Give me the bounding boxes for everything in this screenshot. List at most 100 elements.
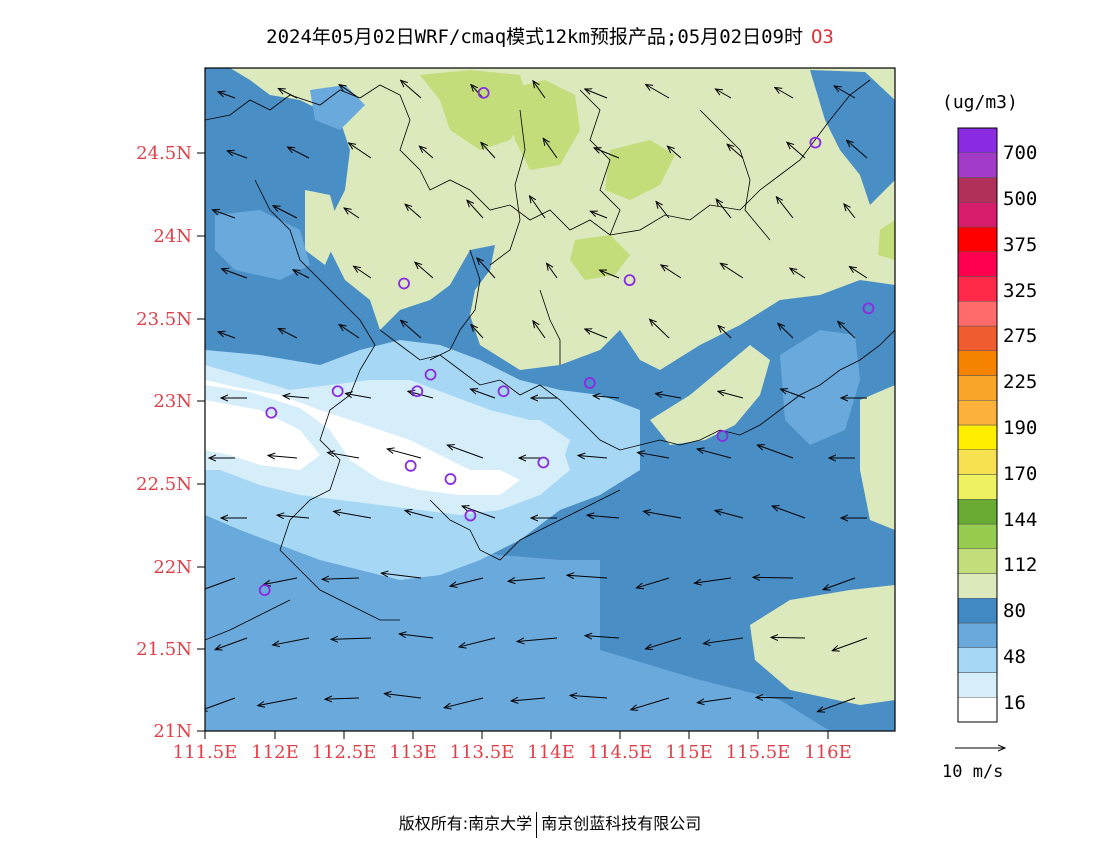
lat-label: 23N <box>153 391 192 412</box>
wind-vector <box>339 325 360 339</box>
wind-vector <box>778 323 794 339</box>
colorbar-bin <box>957 499 998 525</box>
colorbar-label: 225 <box>1003 371 1037 393</box>
colorbar-bin <box>957 573 998 599</box>
lon-label: 112E <box>251 742 299 763</box>
wind-vector <box>547 263 558 279</box>
wind-vector <box>838 321 856 339</box>
station-marker <box>444 473 457 485</box>
wind-vector <box>477 258 496 279</box>
wind-vector <box>227 151 248 159</box>
wind-vector <box>511 698 546 701</box>
colorbar-bin <box>957 202 998 228</box>
station-marker <box>497 385 510 398</box>
wind-vector <box>450 577 484 586</box>
colorbar-bin <box>957 548 998 574</box>
wind-vector <box>694 577 732 583</box>
station-marker <box>809 136 822 149</box>
wind-vector <box>530 196 546 219</box>
map-frame <box>204 67 896 732</box>
wind-vector <box>533 321 546 339</box>
colorbar-bin <box>957 647 998 673</box>
colorbar-bin <box>957 251 998 277</box>
wind-vector <box>517 638 558 641</box>
station-marker <box>477 86 490 99</box>
wind-vector <box>278 328 298 339</box>
colorbar-label: 170 <box>1003 463 1037 485</box>
lat-label: 22N <box>153 557 192 578</box>
wind-vectors <box>205 80 868 711</box>
wind-vector <box>594 148 620 159</box>
colorbar-bin <box>957 424 998 450</box>
wind-vector <box>644 511 682 519</box>
station-marker <box>398 277 410 290</box>
wind-vector <box>776 197 794 219</box>
wind-vector <box>349 143 372 159</box>
station-marker <box>331 385 344 398</box>
wind-vector <box>590 211 608 219</box>
chart-title: 2024年05月02日WRF/cmaq模式12km预报产品;05月02日09时 O… <box>0 22 1100 49</box>
wind-vector <box>471 85 484 99</box>
wind-vector <box>600 270 620 279</box>
wind-vector <box>258 697 298 706</box>
wind-vector <box>844 204 856 219</box>
wind-vector <box>508 578 546 581</box>
colorbar-bin <box>957 449 998 475</box>
wind-vector <box>567 575 608 578</box>
wind-vector <box>715 89 732 99</box>
wind-vector <box>381 573 422 579</box>
wind-vector <box>401 320 422 339</box>
station-marker <box>583 377 596 389</box>
wind-vector <box>703 637 744 644</box>
wind-vector <box>218 92 236 99</box>
colorbar-label: 112 <box>1003 554 1037 576</box>
colorbar-bin <box>957 325 998 351</box>
wind-vector <box>354 266 372 279</box>
colorbar-bin <box>957 598 998 624</box>
wind-vector <box>467 200 484 219</box>
colorbar-labels: 700 500 375 325 275 225 190 170 144 112 … <box>1003 142 1037 714</box>
wind-vector <box>753 577 794 578</box>
wind-vector <box>834 86 856 99</box>
colorbar-bin <box>957 672 998 698</box>
wind-vector <box>593 396 620 398</box>
colorbar-bin <box>957 127 998 153</box>
copyright-company: 南京创蓝科技有限公司 <box>541 814 702 833</box>
colorbar-label: 190 <box>1003 417 1037 439</box>
wind-vector <box>471 325 484 339</box>
colorbar-frame <box>957 127 998 723</box>
lon-label: 112.5E <box>312 742 377 763</box>
wind-vector <box>667 146 682 159</box>
wind-vector <box>278 88 298 99</box>
wind-vector <box>697 449 732 459</box>
wind-vector <box>849 267 868 279</box>
wind-vector <box>823 577 856 590</box>
station-marker <box>258 584 271 597</box>
wind-vector <box>222 269 248 279</box>
wind-vector <box>387 449 422 459</box>
colorbar-label: 325 <box>1003 280 1037 302</box>
wind-vector <box>720 263 744 279</box>
colorbar-bin <box>957 622 998 648</box>
species-label: O3 <box>810 26 834 48</box>
wind-vector <box>790 268 806 279</box>
wind-vector <box>715 510 744 519</box>
colorbar <box>957 127 998 723</box>
station-marker <box>404 459 417 472</box>
lat-axis: 24.5N 24N 23.5N 23N 22.5N 22N 21.5N 21N <box>136 143 205 742</box>
lon-label: 116E <box>804 742 852 763</box>
station-marker <box>265 406 278 419</box>
wind-vector <box>650 319 670 339</box>
wind-vector <box>459 637 496 647</box>
wind-vector <box>205 577 236 592</box>
colorbar-label: 144 <box>1003 509 1037 531</box>
wind-vector <box>587 515 620 518</box>
wind-vector <box>661 265 682 279</box>
wind-vector <box>718 391 744 399</box>
colorbar-label: 48 <box>1003 646 1026 668</box>
colorbar-bin <box>957 697 998 723</box>
station-marker <box>623 274 636 287</box>
wind-vector <box>444 697 484 708</box>
colorbar-bin <box>957 474 998 500</box>
wind-vector <box>655 393 682 399</box>
